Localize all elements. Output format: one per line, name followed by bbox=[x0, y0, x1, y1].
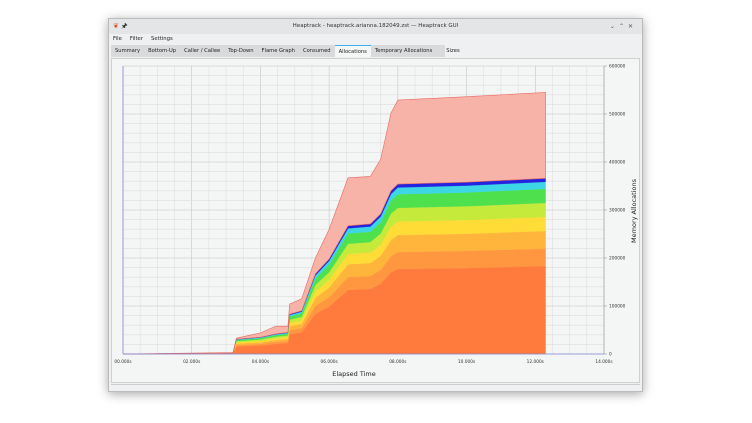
allocations-chart-panel: 00.000s 02.000s 04.000s 06.000s 08.000s 10.00… bbox=[111, 58, 640, 383]
tab-allocations[interactable]: Allocations bbox=[334, 45, 371, 57]
y-tick-label: 300000 bbox=[609, 208, 626, 214]
y-tick-label: 200000 bbox=[609, 256, 626, 262]
x-tick-label: 10.000s bbox=[458, 359, 476, 365]
x-tick-label: 00.000s bbox=[114, 359, 132, 365]
maximize-button[interactable]: ⌃ bbox=[618, 23, 628, 30]
tab-sizes[interactable]: Sizes bbox=[446, 48, 460, 54]
heaptrack-icon: ❦ bbox=[113, 22, 119, 30]
minimize-button[interactable]: ⌄ bbox=[609, 23, 619, 30]
x-tick-label: 08.000s bbox=[389, 359, 407, 365]
y-tick-label: 500000 bbox=[609, 112, 626, 118]
tab-temporary-allocations[interactable]: Temporary Allocations bbox=[374, 48, 433, 54]
tab-flame-graph[interactable]: Flame Graph bbox=[261, 48, 295, 54]
tab-consumed[interactable]: Consumed bbox=[302, 48, 331, 54]
y-tick-label: 400000 bbox=[609, 160, 626, 166]
pin-icon[interactable]: 🖈 bbox=[121, 22, 128, 30]
heaptrack-window: ❦ 🖈 Heaptrack - heaptrack.arianna.182049… bbox=[108, 18, 643, 392]
allocations-chart[interactable]: 00.000s 02.000s 04.000s 06.000s 08.000s 10.00… bbox=[112, 59, 641, 384]
y-axis-label: Memory Allocations bbox=[630, 178, 638, 243]
tab-bottom-up[interactable]: Bottom-Up bbox=[148, 48, 177, 54]
x-tick-label: 12.000s bbox=[527, 359, 545, 365]
tab-caller-callee[interactable]: Caller / Callee bbox=[184, 48, 221, 54]
window-title: Heaptrack - heaptrack.arianna.182049.zst… bbox=[292, 23, 459, 29]
menu-filter[interactable]: Filter bbox=[129, 36, 143, 42]
title-bar: ❦ 🖈 Heaptrack - heaptrack.arianna.182049… bbox=[109, 19, 642, 34]
y-tick-label: 0 bbox=[609, 352, 612, 358]
tab-bar: Summary Bottom-Up Caller / Callee Top-Do… bbox=[111, 45, 460, 57]
tab-summary[interactable]: Summary bbox=[115, 48, 141, 54]
y-tick-label: 100000 bbox=[609, 304, 626, 310]
close-button[interactable]: ✕ bbox=[627, 23, 637, 30]
tab-top-down[interactable]: Top-Down bbox=[228, 48, 254, 54]
x-axis-label: Elapsed Time bbox=[332, 370, 376, 378]
area-series-8 bbox=[122, 92, 546, 355]
menu-file[interactable]: File bbox=[113, 36, 122, 42]
menu-bar: File Filter Settings bbox=[109, 34, 642, 45]
x-tick-label: 02.000s bbox=[183, 359, 201, 365]
x-tick-label: 04.000s bbox=[252, 359, 270, 365]
x-tick-label: 06.000s bbox=[321, 359, 339, 365]
x-tick-label: 14.000s bbox=[595, 359, 613, 365]
menu-settings[interactable]: Settings bbox=[151, 36, 173, 42]
status-bar bbox=[111, 384, 640, 389]
y-tick-label: 600000 bbox=[609, 64, 626, 70]
